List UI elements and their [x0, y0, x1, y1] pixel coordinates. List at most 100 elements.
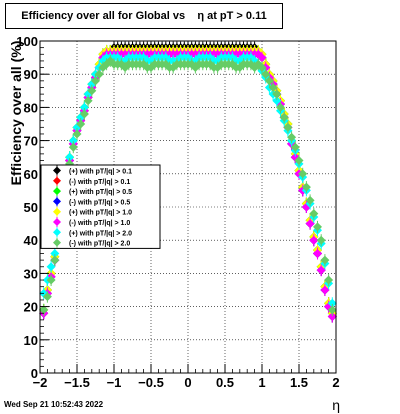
data-point [76, 119, 86, 129]
legend-entry: (+) with pT/|q| > 2.0 [69, 230, 132, 237]
y-tick-label: 60 [24, 167, 38, 182]
y-tick-label: 0 [31, 366, 38, 381]
data-point [257, 53, 267, 63]
x-tick-label: 1.5 [290, 375, 308, 390]
data-point [79, 109, 89, 119]
data-point [235, 63, 245, 73]
data-point [309, 235, 319, 245]
legend-entry: (+) with pT/|q| > 0.1 [69, 169, 132, 176]
x-tick-label: 0 [184, 375, 191, 390]
data-point [72, 129, 82, 139]
legend-marker [53, 228, 61, 237]
legend-marker [53, 207, 61, 216]
y-tick-label: 50 [24, 200, 38, 215]
data-point [309, 209, 319, 219]
data-point [324, 275, 334, 285]
data-point [94, 69, 104, 79]
x-tick-label: −1.5 [64, 375, 90, 390]
legend-marker [53, 166, 61, 175]
data-point [272, 96, 282, 106]
data-point [83, 96, 93, 106]
data-point [68, 136, 78, 146]
y-tick-label: 10 [24, 333, 38, 348]
legend-entry: (+) with pT/|q| > 1.0 [69, 210, 132, 217]
data-point [98, 63, 108, 73]
data-point [298, 169, 308, 179]
data-point [290, 142, 300, 152]
legend-entry: (+) with pT/|q| > 0.5 [69, 189, 132, 196]
legend-entry: (-) with pT/|q| > 1.0 [69, 220, 130, 227]
data-point [268, 82, 278, 92]
data-point [313, 222, 322, 232]
legend-marker [53, 197, 61, 206]
data-point [279, 112, 289, 122]
y-tick-label: 30 [24, 266, 38, 281]
x-tick-label: −0.5 [138, 375, 164, 390]
y-tick-label: 100 [16, 34, 38, 49]
data-point [261, 69, 271, 79]
data-point [313, 248, 322, 258]
data-point [46, 275, 56, 285]
data-point [68, 142, 78, 152]
data-point [146, 63, 156, 73]
data-point [283, 122, 293, 132]
x-tick-label: −2 [33, 375, 48, 390]
data-point [276, 102, 285, 112]
data-point [327, 312, 337, 322]
x-tick-label: 2 [332, 375, 339, 390]
chart-title: Efficiency over all for Global vs η at p… [21, 10, 267, 22]
title-box: Efficiency over all for Global vs η at p… [5, 3, 283, 29]
x-tick-label: −1 [107, 375, 122, 390]
data-point [250, 63, 260, 73]
data-point [257, 63, 267, 73]
legend-marker [53, 187, 61, 196]
data-point [305, 219, 315, 229]
legend-marker [53, 218, 61, 226]
data-point [79, 102, 89, 112]
data-point [120, 63, 130, 73]
data-point [320, 285, 330, 295]
data-point [294, 156, 304, 166]
data-point [272, 89, 282, 99]
data-point [264, 76, 274, 86]
data-point [87, 86, 97, 96]
legend: (+) with pT/|q| > 0.1 (-) with pT/|q| > 0… [40, 164, 161, 249]
y-tick-label: 70 [24, 134, 38, 149]
datestamp: Wed Sep 21 10:52:43 2022 [4, 400, 104, 409]
y-tick-label: 40 [24, 233, 38, 248]
x-tick-label: 1 [258, 375, 265, 390]
data-point [91, 76, 100, 86]
data-point [65, 152, 75, 162]
tick-labels: −2 −1.5 −1 −0.5 0 0.5 1 1.5 20102030405060708090… [16, 34, 339, 390]
data-point [301, 182, 311, 192]
data-point [50, 255, 60, 265]
y-tick-label: 20 [24, 300, 38, 315]
data-point [168, 63, 178, 73]
data-point [42, 292, 52, 302]
data-point [213, 63, 223, 73]
series-7 [39, 54, 337, 316]
legend-entry: (-) with pT/|q| > 0.1 [69, 179, 130, 186]
data-point [190, 63, 200, 73]
data-point [46, 262, 56, 272]
data-point [316, 265, 326, 275]
x-axis-label: η [332, 397, 340, 413]
legend-marker [53, 238, 61, 247]
x-tick-label: 0.5 [216, 375, 234, 390]
data-point [305, 195, 315, 205]
data-point [50, 248, 60, 258]
data-point [39, 305, 49, 315]
legend-box [40, 164, 161, 249]
legend-marker [53, 176, 61, 185]
y-tick-label: 80 [24, 100, 38, 115]
data-points [39, 41, 337, 323]
y-tick-label: 90 [24, 67, 38, 82]
y-axis-label: Efficiency over all (%) [8, 40, 24, 186]
data-point [327, 305, 337, 315]
data-point [320, 255, 330, 265]
data-point [327, 298, 337, 308]
data-point [287, 132, 297, 142]
legend-entry: (-) with pT/|q| > 0.5 [69, 199, 130, 206]
legend-entry: (-) with pT/|q| > 2.0 [69, 241, 130, 248]
